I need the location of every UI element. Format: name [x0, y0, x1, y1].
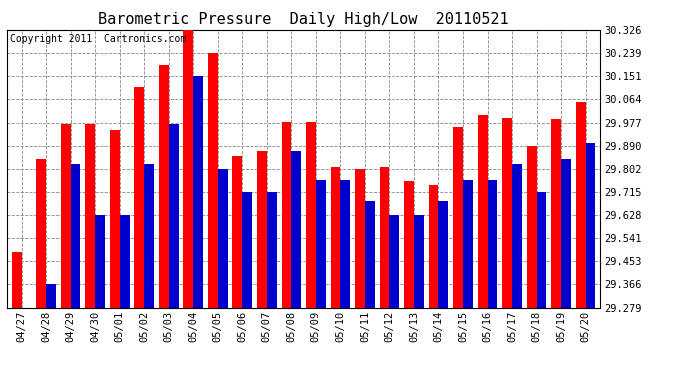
Bar — [282, 122, 291, 308]
Bar — [575, 102, 586, 308]
Bar — [477, 115, 488, 308]
Bar — [110, 130, 119, 308]
Bar — [208, 53, 218, 307]
Bar — [365, 201, 375, 308]
Bar — [586, 143, 595, 308]
Bar — [169, 124, 179, 308]
Bar — [355, 170, 365, 308]
Bar — [70, 164, 81, 308]
Bar — [331, 167, 340, 308]
Bar — [428, 185, 438, 308]
Title: Barometric Pressure  Daily High/Low  20110521: Barometric Pressure Daily High/Low 20110… — [98, 12, 509, 27]
Bar — [86, 124, 95, 308]
Bar — [193, 76, 203, 308]
Bar — [488, 180, 497, 308]
Bar — [291, 151, 301, 308]
Bar — [340, 180, 351, 308]
Bar — [463, 180, 473, 308]
Bar — [561, 159, 571, 308]
Bar — [95, 215, 105, 308]
Bar — [257, 151, 267, 308]
Bar — [242, 192, 252, 308]
Bar — [267, 192, 277, 308]
Bar — [502, 118, 512, 308]
Bar — [404, 182, 414, 308]
Bar — [453, 127, 463, 308]
Bar — [135, 87, 144, 308]
Bar — [537, 192, 546, 308]
Bar — [37, 159, 46, 308]
Bar — [512, 164, 522, 308]
Bar — [380, 167, 389, 308]
Bar — [551, 119, 561, 308]
Bar — [438, 201, 449, 308]
Bar — [46, 285, 56, 308]
Bar — [526, 146, 537, 308]
Bar — [306, 122, 316, 308]
Bar — [414, 215, 424, 308]
Bar — [184, 30, 193, 308]
Bar — [389, 215, 400, 308]
Bar — [233, 156, 242, 308]
Bar — [316, 180, 326, 308]
Bar — [218, 169, 228, 308]
Bar — [159, 65, 169, 308]
Text: Copyright 2011  Cartronics.com: Copyright 2011 Cartronics.com — [10, 34, 186, 44]
Bar — [144, 164, 154, 308]
Bar — [61, 124, 70, 308]
Bar — [12, 252, 21, 308]
Bar — [119, 215, 130, 308]
